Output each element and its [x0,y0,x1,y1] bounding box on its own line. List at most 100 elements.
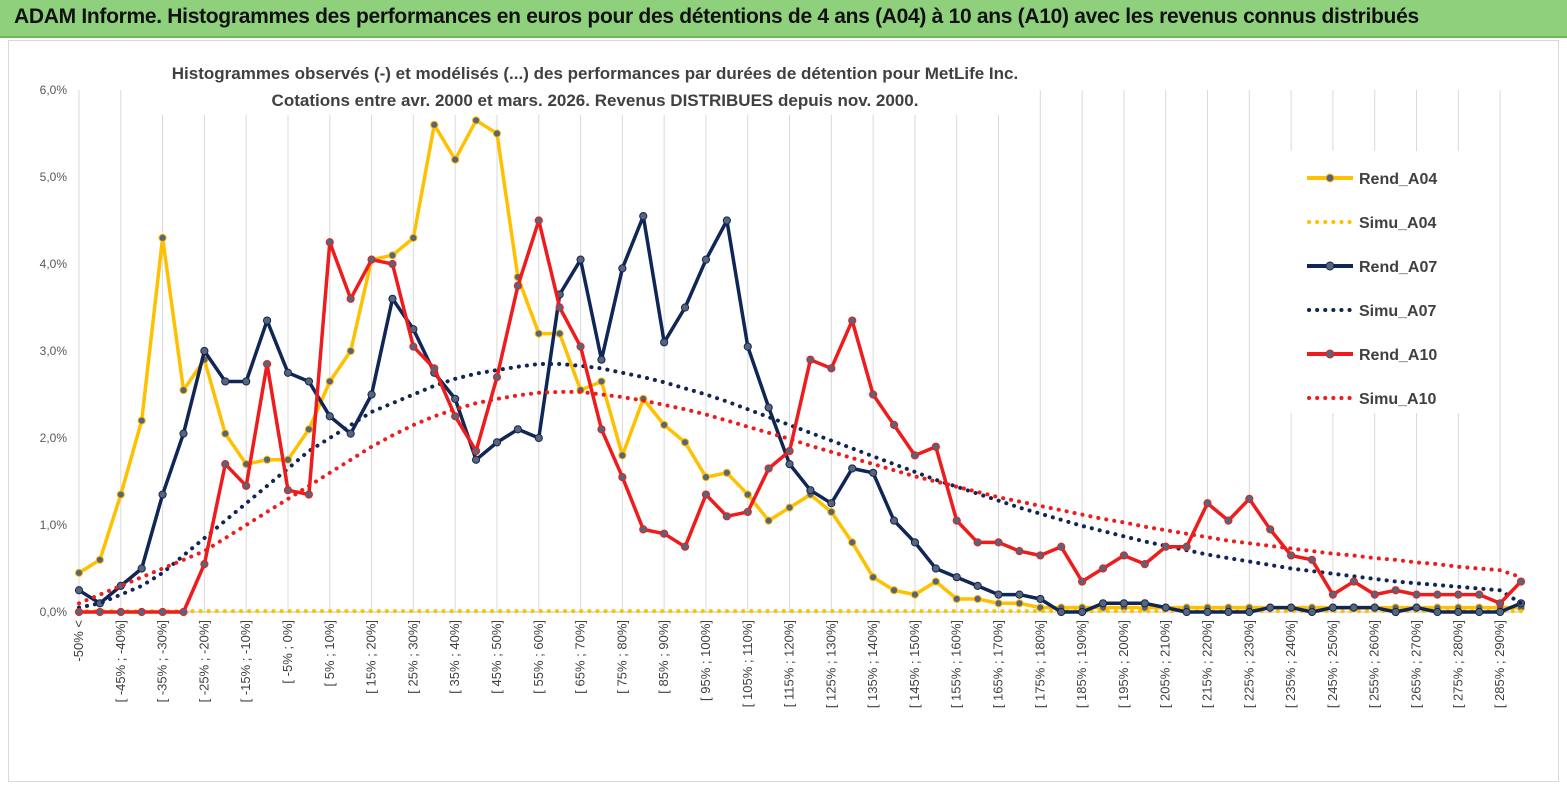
legend-label-rend-a10: Rend_A10 [1359,347,1437,364]
data-point-rend-a07 [722,216,731,225]
data-point-rend-a10 [1161,542,1170,551]
data-point-rend-a07 [1119,599,1129,608]
data-point-rend-a07 [200,346,209,356]
x-tick-label: [ 145% ; 150%] [907,620,922,708]
data-point-rend-a04 [304,425,313,434]
data-point-rend-a10 [722,512,731,521]
data-point-rend-a04 [430,120,439,129]
data-point-rend-a04 [555,329,564,338]
grid [78,90,1501,612]
data-point-rend-a07 [179,429,188,438]
data-point-rend-a04 [618,451,627,460]
y-tick-label: 3,0% [40,344,68,358]
data-point-rend-a07 [1161,603,1170,612]
x-tick-label: [ 165% ; 170%] [991,620,1006,708]
data-point-rend-a04 [701,473,711,482]
data-point-rend-a07 [848,464,857,473]
data-point-rend-a07 [660,338,669,347]
data-point-rend-a04 [492,129,502,138]
series [74,116,1526,617]
data-point-rend-a10 [1412,590,1421,599]
data-point-rend-a07 [1307,607,1317,617]
data-point-rend-a07 [618,264,627,273]
data-point-rend-a07 [1036,594,1045,604]
x-tick-label: [ 185% ; 190%] [1074,620,1089,708]
data-point-rend-a10 [1391,586,1400,595]
data-point-rend-a04 [262,455,272,464]
legend-label-rend-a07: Rend_A07 [1359,259,1437,276]
data-point-rend-a10 [1287,551,1296,560]
data-point-rend-a04 [785,503,794,512]
x-tick-label: [ 195% ; 200%] [1116,620,1131,708]
data-point-rend-a07 [367,390,376,399]
x-tick-label: [ 115% ; 120%] [782,620,797,707]
data-point-rend-a10 [639,525,648,534]
data-point-rend-a04 [471,116,481,125]
data-point-rend-a10 [1370,590,1379,599]
data-point-rend-a07 [597,355,606,364]
data-point-rend-a04 [889,586,899,595]
data-point-rend-a10 [743,507,752,517]
data-point-rend-a07 [1140,599,1149,608]
data-point-rend-a10 [869,390,878,399]
data-point-rend-a07 [283,368,293,377]
data-point-rend-a10 [785,446,794,456]
data-point-rend-a10 [1015,547,1024,556]
data-point-rend-a10 [952,516,961,525]
data-point-rend-a07 [1015,590,1024,599]
data-point-rend-a10 [889,420,899,430]
data-point-rend-a07 [1412,603,1421,612]
chart-title: Histogrammes observés (-) et modélisés (… [172,64,1018,83]
legend-label-rend-a04: Rend_A04 [1359,171,1437,188]
data-point-rend-a07 [221,377,230,386]
report-banner: ADAM Informe. Histogrammes des performan… [0,0,1567,38]
data-point-rend-a10 [1057,542,1066,551]
x-tick-label: [ 5% ; 10%] [322,620,337,686]
x-tick-label: [ -25% ; -20%] [196,620,211,702]
legend-label-simu-a07: Simu_A07 [1359,303,1436,320]
data-point-rend-a04 [283,455,293,464]
data-point-rend-a10 [451,412,460,421]
data-point-rend-a10 [346,294,355,303]
x-tick-label: [ 275% ; 280%] [1450,620,1465,708]
data-point-rend-a07 [701,255,711,264]
data-point-rend-a07 [388,294,397,303]
data-point-rend-a04 [722,468,731,477]
data-point-rend-a04 [869,573,878,582]
data-point-rend-a10 [430,364,439,373]
data-point-rend-a04 [95,555,104,564]
data-point-rend-a10 [1496,599,1505,608]
data-point-rend-a10 [116,607,125,617]
data-point-rend-a04 [388,251,397,260]
data-point-rend-a07 [74,586,84,595]
data-point-rend-a10 [471,446,481,456]
data-point-rend-a04 [451,155,460,164]
data-point-rend-a07 [1475,607,1484,617]
data-point-rend-a04 [534,329,543,338]
x-tick-label: [ 205% ; 210%] [1158,620,1173,708]
data-point-rend-a07 [1203,607,1212,617]
data-point-rend-a04 [221,429,230,438]
data-point-rend-a10 [1245,494,1254,503]
data-point-rend-a07 [806,486,815,495]
data-point-rend-a04 [764,516,773,525]
data-point-rend-a10 [597,425,606,434]
data-point-rend-a07 [680,303,690,312]
data-point-rend-a10 [492,373,502,382]
data-point-rend-a07 [1245,607,1254,617]
data-point-rend-a04 [137,416,146,425]
data-point-rend-a07 [1287,603,1296,612]
data-point-rend-a04 [952,594,961,604]
data-point-rend-a10 [304,490,313,499]
x-tick-label: [ 55% ; 60%] [531,620,546,694]
data-point-rend-a10 [680,542,690,551]
x-tick-label: [ 235% ; 240%] [1283,620,1298,708]
data-point-rend-a10 [1036,551,1045,560]
x-tick-label: -50% < [71,620,86,662]
data-point-rend-a07 [973,581,982,591]
legend-label-simu-a10: Simu_A10 [1359,391,1436,408]
x-tick-label: [ 75% ; 80%] [614,620,629,694]
data-point-rend-a10 [660,529,669,538]
data-point-rend-a07 [1182,607,1191,617]
data-point-rend-a04 [116,490,125,499]
